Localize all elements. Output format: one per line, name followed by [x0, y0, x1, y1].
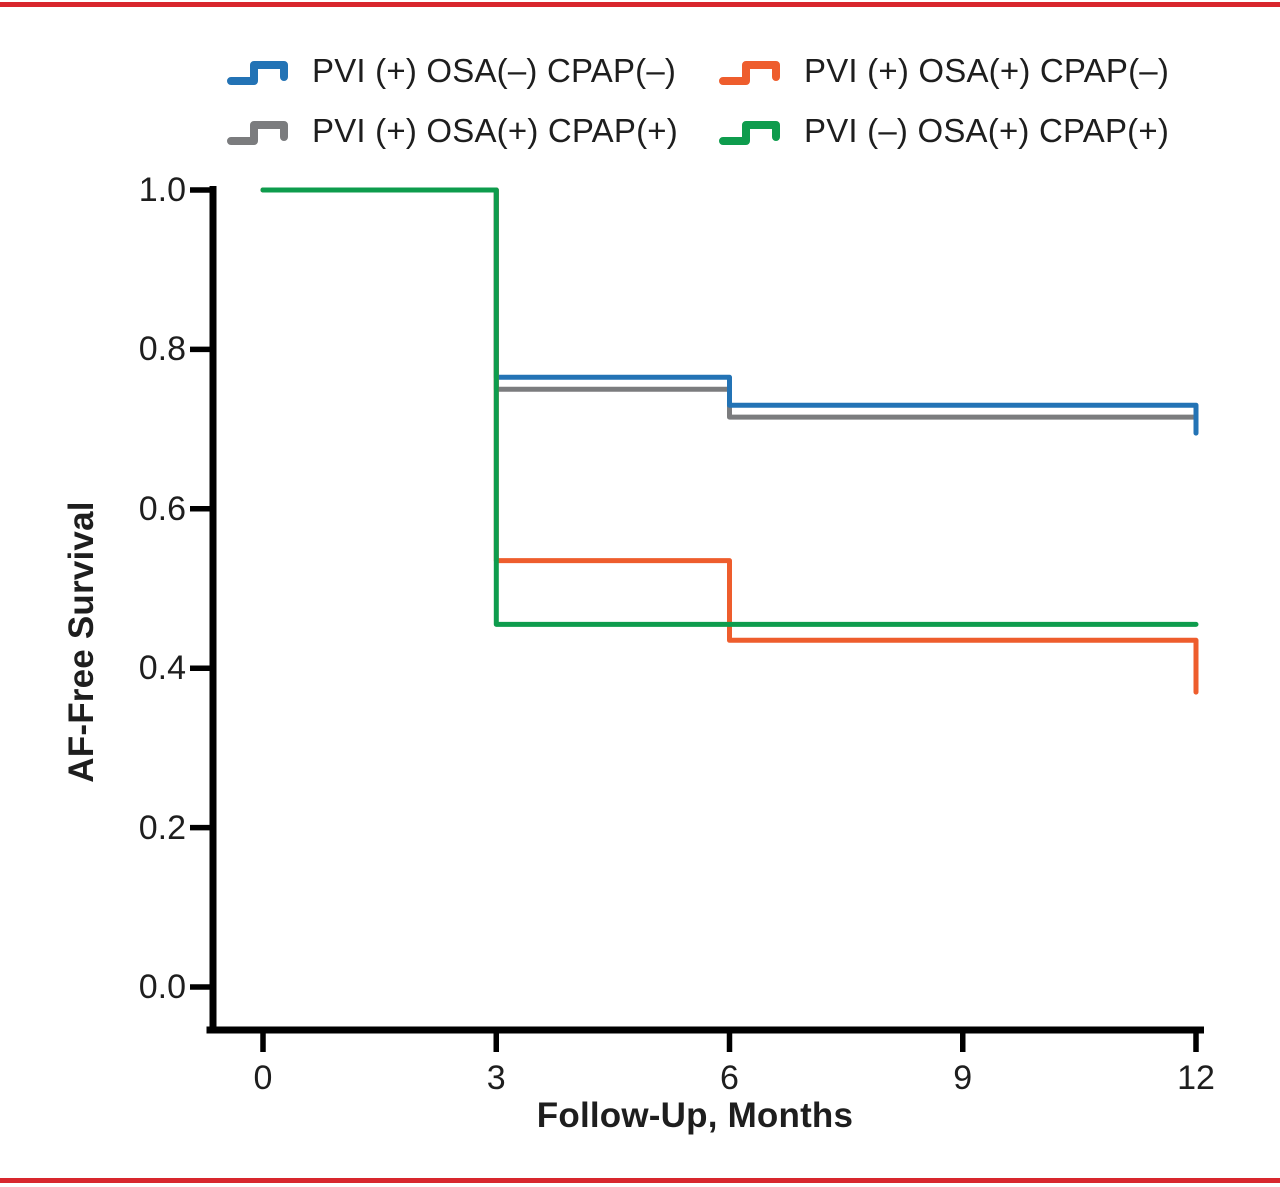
x-tick-label: 12 — [1177, 1059, 1215, 1097]
series-pvi-pos-osa-neg-cpap-neg — [260, 187, 1199, 436]
y-tick-label: 1.0 — [138, 171, 186, 209]
legend-label: PVI (+) OSA(+) CPAP(–) — [804, 52, 1170, 89]
step-line-icon — [227, 61, 288, 85]
bottom-border-rule — [0, 1178, 1280, 1183]
y-tick-label: 0.6 — [138, 489, 186, 528]
legend-label: PVI (+) OSA(–) CPAP(–) — [312, 52, 677, 89]
x-tick-label: 3 — [486, 1059, 506, 1097]
y-tick-label: 0.8 — [138, 330, 186, 369]
chart-legend: PVI (+) OSA(–) CPAP(–) PVI (+) OSA(+) CPA… — [226, 46, 1169, 156]
top-border-rule — [0, 2, 1280, 7]
step-line-icon — [719, 61, 780, 85]
series-pvi-pos-osa-pos-cpap-neg — [260, 187, 1199, 695]
x-tick-label: 6 — [720, 1059, 739, 1097]
y-axis-title: AF-Free Survival — [62, 501, 101, 783]
legend-label: PVI (–) OSA(+) CPAP(+) — [804, 112, 1170, 149]
legend-label: PVI (+) OSA(+) CPAP(+) — [312, 112, 678, 149]
y-tick-label: 0.4 — [138, 649, 186, 688]
x-tick-label: 9 — [953, 1059, 973, 1097]
y-tick-label: 0.0 — [138, 968, 186, 1006]
y-tick-label: 0.2 — [138, 808, 186, 847]
x-tick-label: 0 — [253, 1059, 273, 1097]
legend-item: PVI (+) OSA(+) CPAP(–) — [718, 46, 1169, 96]
x-axis-title: Follow-Up, Months — [536, 1096, 854, 1135]
series-pvi-neg-osa-pos-cpap-pos — [260, 187, 1199, 627]
step-line-icon — [227, 121, 288, 145]
legend-item: PVI (–) OSA(+) CPAP(+) — [718, 106, 1169, 156]
legend-item: PVI (+) OSA(+) CPAP(+) — [226, 106, 718, 156]
legend-item: PVI (+) OSA(–) CPAP(–) — [226, 46, 718, 96]
step-line-icon — [719, 121, 780, 145]
